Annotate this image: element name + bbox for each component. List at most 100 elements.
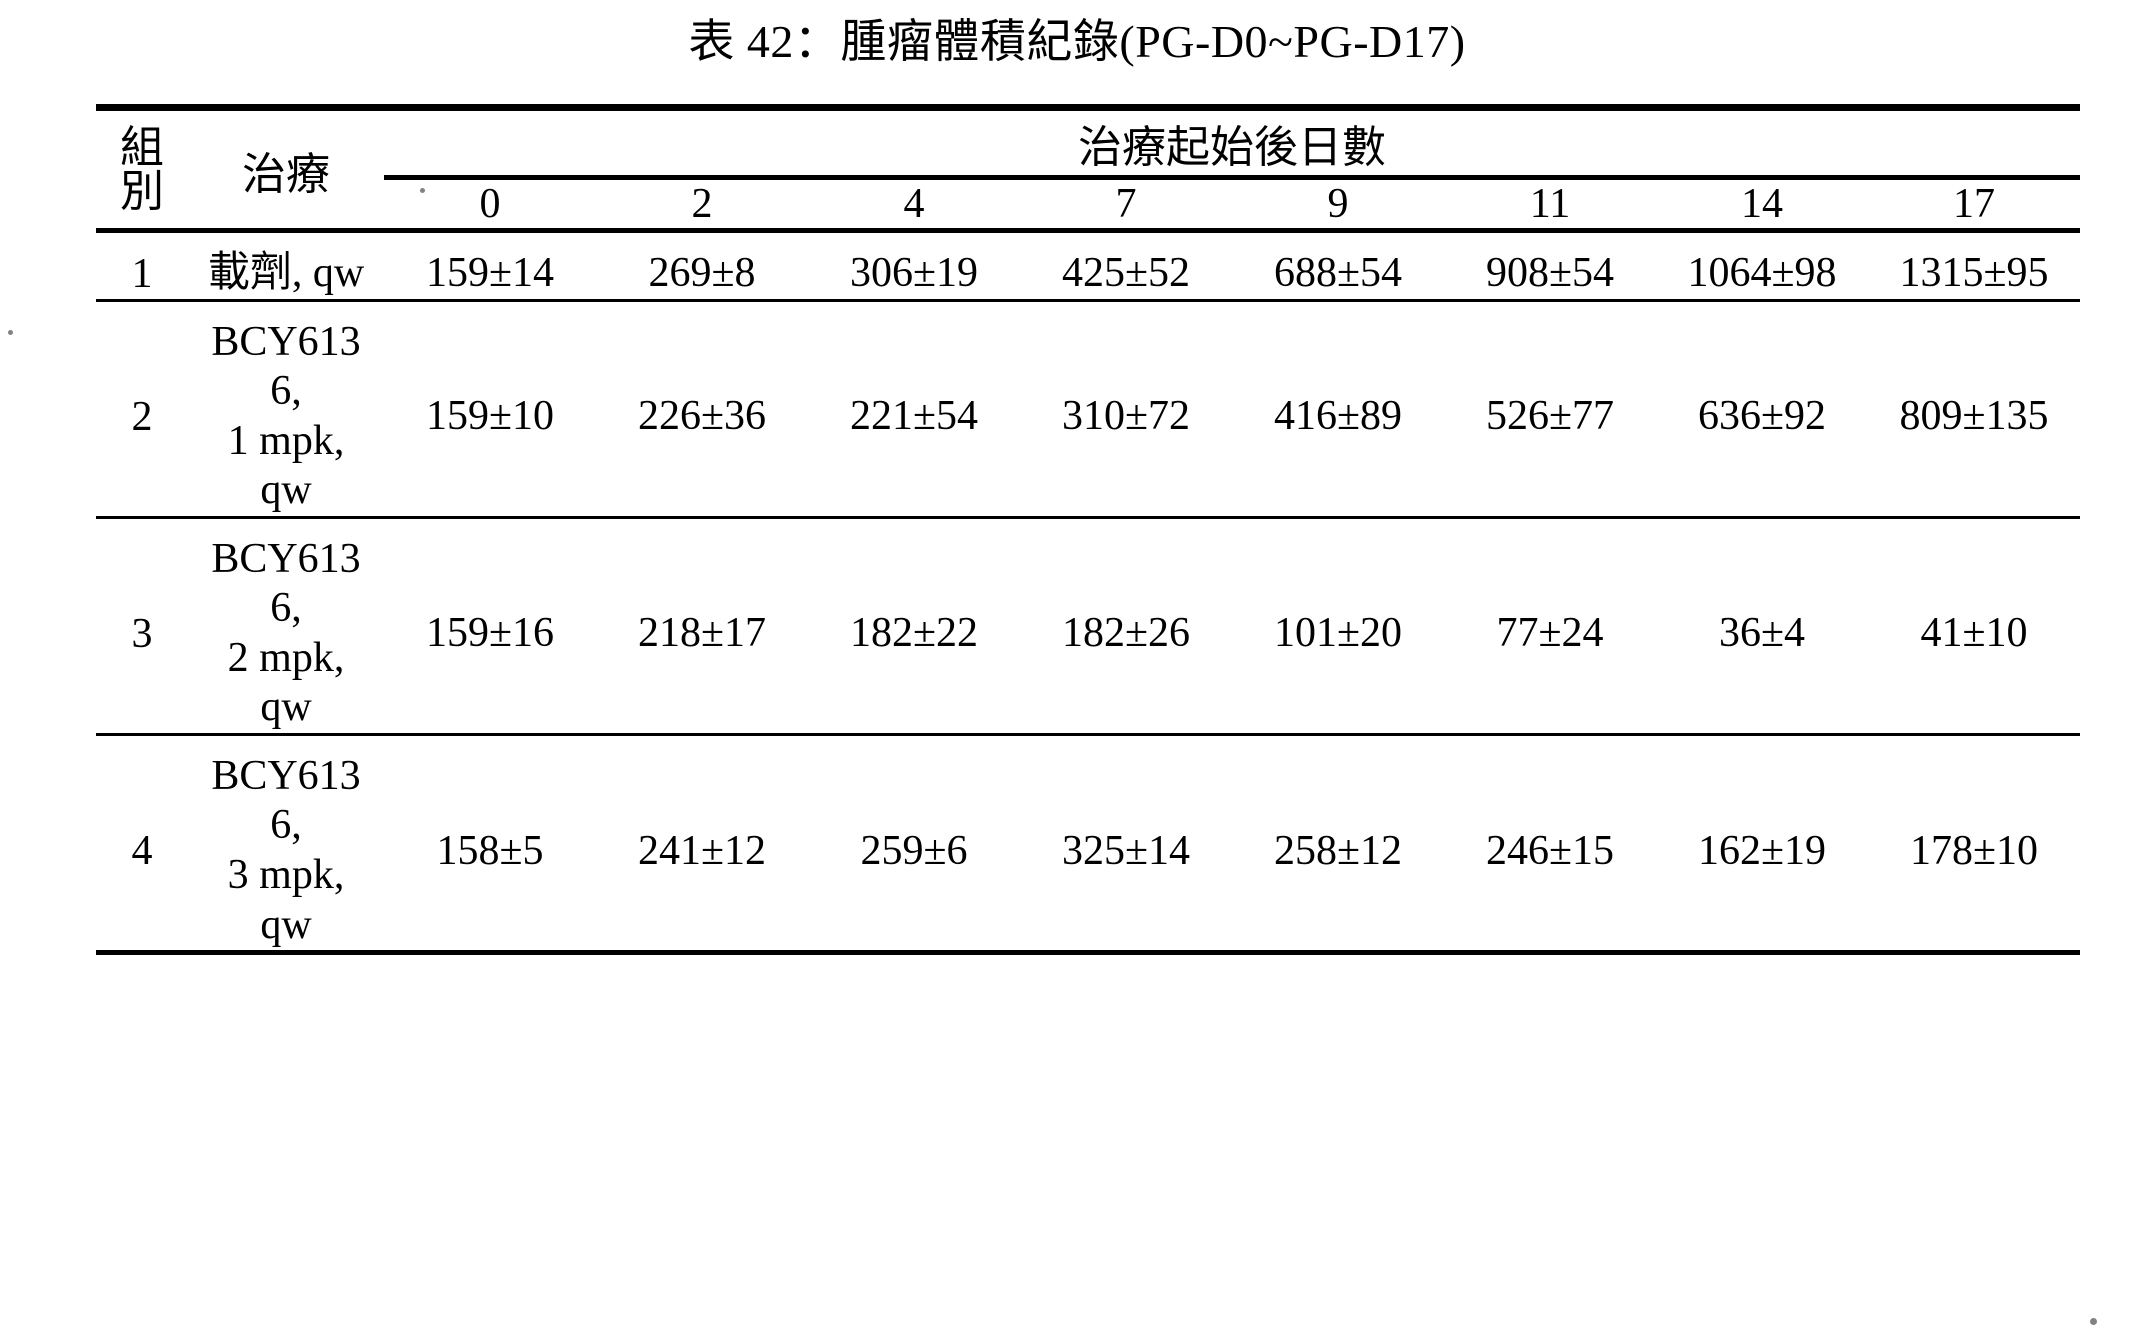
- row-4-treatment-line-3: 3 mpk,: [188, 851, 384, 901]
- row-4-treatment-line-1: BCY613: [188, 752, 384, 802]
- row-2-treatment-line-2: 6,: [188, 367, 384, 417]
- row-2-value-0: 159±10: [388, 393, 592, 440]
- row-3-value-1: 218±17: [600, 610, 804, 657]
- row-1-value-7: 1315±95: [1868, 250, 2080, 297]
- row-2-treatment-line-3: 1 mpk,: [188, 417, 384, 467]
- row-3-value-7: 41±10: [1872, 610, 2076, 657]
- row-4-value-7: 178±10: [1872, 828, 2076, 875]
- row-1-day-4: 306±19: [808, 249, 1020, 300]
- row-4-value-3: 325±14: [1024, 828, 1228, 875]
- row-4-value-2: 259±6: [812, 828, 1016, 875]
- row-1-value-0: 159±14: [384, 250, 596, 297]
- table-header: 組 別 治療 治療起始後日數 0 2 4 7 9 11 14 17: [96, 108, 2080, 231]
- row-3-treatment-line-3: 2 mpk,: [188, 634, 384, 684]
- row-2-value-7: 809±135: [1872, 393, 2076, 440]
- header-day-9: 9: [1232, 178, 1444, 231]
- header-day-4: 4: [808, 178, 1020, 231]
- row-1-day-7: 425±52: [1020, 249, 1232, 300]
- row-2-value-5: 526±77: [1448, 393, 1652, 440]
- row-3-day-4: 182±22: [808, 535, 1020, 735]
- row-2-day-9: 416±89: [1232, 318, 1444, 518]
- row-4-day-9: 258±12: [1232, 752, 1444, 953]
- row-3-day-11: 77±24: [1444, 535, 1656, 735]
- row-2-day-17: 809±135: [1868, 318, 2080, 518]
- row-separator-2: [96, 517, 2080, 535]
- row-2-value-3: 310±72: [1024, 393, 1228, 440]
- row-3-day-9: 101±20: [1232, 535, 1444, 735]
- scan-speck: [2090, 1318, 2097, 1325]
- document-page: 表 42：腫瘤體積紀錄(PG-D0~PG-D17) 組 別 治療 治療起始後日數: [0, 0, 2154, 1330]
- row-4-treatment-line-2: 6,: [188, 801, 384, 851]
- row-3-treatment-line-1: BCY613: [188, 535, 384, 585]
- row-2-group: 2: [96, 318, 188, 518]
- table-row: 4 BCY613 6, 3 mpk, qw 158±5 241±12 259±: [96, 752, 2080, 953]
- table-body: 1 載劑, qw 159±14 269±8 306±19 425±52: [96, 231, 2080, 972]
- row-1-day-14: 1064±98: [1656, 249, 1868, 300]
- row-1-treatment-line-1: 載劑, qw: [188, 249, 384, 299]
- row-4-day-11: 246±15: [1444, 752, 1656, 953]
- row-1-value-6: 1064±98: [1656, 250, 1868, 297]
- header-day-2: 2: [596, 178, 808, 231]
- row-2-treatment-line-4: qw: [188, 466, 384, 516]
- row-3-day-0: 159±16: [384, 535, 596, 735]
- row-1-value-3: 425±52: [1020, 250, 1232, 297]
- row-3-group: 3: [96, 535, 188, 735]
- row-4-value-4: 258±12: [1236, 828, 1440, 875]
- rule-under-row-2: [96, 517, 2080, 535]
- row-4-value-0: 158±5: [388, 828, 592, 875]
- row-separator-1: [96, 300, 2080, 318]
- row-3-value-6: 36±4: [1660, 610, 1864, 657]
- header-day-17: 17: [1868, 178, 2080, 231]
- row-3-treatment: BCY613 6, 2 mpk, qw: [188, 535, 384, 735]
- row-2-day-0: 159±10: [384, 318, 596, 518]
- scan-speck: [8, 330, 13, 335]
- row-1-day-2: 269±8: [596, 249, 808, 300]
- row-4-day-17: 178±10: [1868, 752, 2080, 953]
- row-2-value-6: 636±92: [1660, 393, 1864, 440]
- row-4-day-4: 259±6: [808, 752, 1020, 953]
- row-2-day-7: 310±72: [1020, 318, 1232, 518]
- row-3-day-14: 36±4: [1656, 535, 1868, 735]
- row-1-day-11: 908±54: [1444, 249, 1656, 300]
- row-2-day-14: 636±92: [1656, 318, 1868, 518]
- header-day-14: 14: [1656, 178, 1868, 231]
- row-1-value-2: 306±19: [808, 250, 1020, 297]
- row-3-treatment-line-4: qw: [188, 683, 384, 733]
- row-1-value-5: 908±54: [1444, 250, 1656, 297]
- row-3-day-7: 182±26: [1020, 535, 1232, 735]
- row-2-value-4: 416±89: [1236, 393, 1440, 440]
- header-row-days: 0 2 4 7 9 11 14 17: [96, 178, 2080, 231]
- row-2-day-11: 526±77: [1444, 318, 1656, 518]
- row-4-value-5: 246±15: [1448, 828, 1652, 875]
- header-group-line-2: 別: [96, 170, 188, 214]
- row-4-treatment: BCY613 6, 3 mpk, qw: [188, 752, 384, 953]
- row-1-treatment: 載劑, qw: [188, 249, 384, 300]
- table-row: 1 載劑, qw 159±14 269±8 306±19 425±52: [96, 249, 2080, 300]
- header-day-0: 0: [384, 178, 596, 231]
- row-3-treatment-line-2: 6,: [188, 584, 384, 634]
- row-1-group: 1: [96, 249, 188, 300]
- row-2-value-1: 226±36: [600, 393, 804, 440]
- row-4-day-2: 241±12: [596, 752, 808, 953]
- row-3-day-2: 218±17: [596, 535, 808, 735]
- row-4-day-0: 158±5: [384, 752, 596, 953]
- header-day-7: 7: [1020, 178, 1232, 231]
- table-row: 2 BCY613 6, 1 mpk, qw 159±10 226±36 221: [96, 318, 2080, 518]
- rule-table-bottom: [96, 953, 2080, 972]
- row-2-treatment-line-1: BCY613: [188, 318, 384, 368]
- rule-under-row-3: [96, 734, 2080, 752]
- row-1-value-4: 688±54: [1232, 250, 1444, 297]
- row-4-day-14: 162±19: [1656, 752, 1868, 953]
- row-2-day-2: 226±36: [596, 318, 808, 518]
- tumor-volume-table: 組 別 治療 治療起始後日數 0 2 4 7 9 11 14 17: [96, 104, 2080, 971]
- row-4-treatment-line-4: qw: [188, 901, 384, 951]
- rule-under-header: [96, 231, 2080, 250]
- row-4-group: 4: [96, 752, 188, 953]
- header-days-group: 治療起始後日數: [384, 108, 2080, 178]
- tumor-volume-table-wrapper: 組 別 治療 治療起始後日數 0 2 4 7 9 11 14 17: [96, 104, 2078, 971]
- row-3-value-2: 182±22: [812, 610, 1016, 657]
- header-treatment: 治療: [188, 108, 384, 231]
- header-row-group: 組 別 治療 治療起始後日數: [96, 108, 2080, 178]
- row-1-day-17: 1315±95: [1868, 249, 2080, 300]
- row-2-treatment: BCY613 6, 1 mpk, qw: [188, 318, 384, 518]
